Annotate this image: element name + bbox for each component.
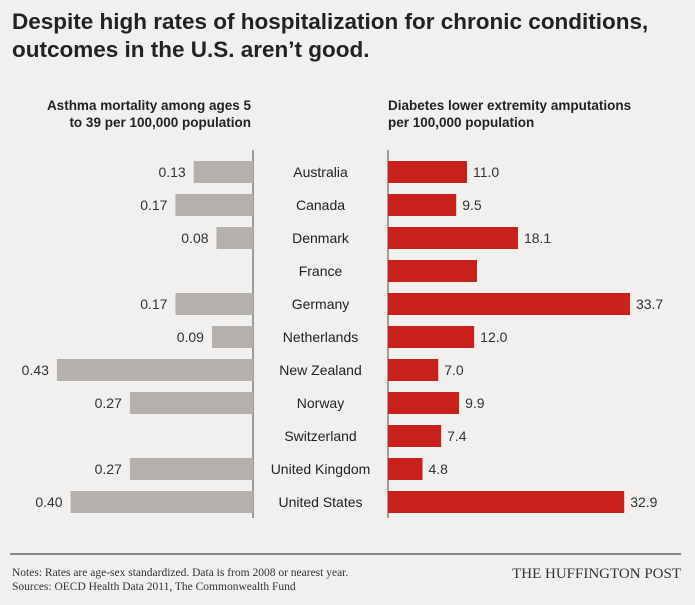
category-label: France xyxy=(299,263,343,279)
right-value-label: 9.5 xyxy=(462,197,482,213)
right-bar xyxy=(388,359,439,381)
right-value-label: 32.9 xyxy=(630,494,657,510)
right-bar xyxy=(388,293,630,315)
left-value-label: 0.40 xyxy=(35,494,62,510)
right-bar xyxy=(388,491,625,513)
right-value-label: 33.7 xyxy=(636,296,663,312)
left-value-label: 0.08 xyxy=(181,230,208,246)
right-bar xyxy=(388,194,457,216)
left-subtitle-line-1: Asthma mortality among ages 5 xyxy=(46,98,251,113)
category-label: Norway xyxy=(297,395,344,411)
right-value-label: 4.8 xyxy=(428,461,448,477)
left-value-label: 0.17 xyxy=(140,296,167,312)
left-bar xyxy=(175,194,253,216)
left-value-label: 0.13 xyxy=(158,164,185,180)
category-label: Denmark xyxy=(292,230,350,246)
title-line-1: Despite high rates of hospitalization fo… xyxy=(12,9,649,34)
right-value-label: 7.4 xyxy=(447,428,467,444)
left-bar xyxy=(211,326,253,348)
left-bar xyxy=(193,161,253,183)
right-value-label: 12.0 xyxy=(480,329,507,345)
right-value-label: 7.0 xyxy=(444,362,464,378)
left-bar xyxy=(216,227,253,249)
right-bar xyxy=(388,326,475,348)
left-subtitle-line-2: to 39 per 100,000 population xyxy=(69,115,251,130)
left-value-label: 0.43 xyxy=(22,362,49,378)
right-bar xyxy=(388,392,460,414)
right-bar xyxy=(388,227,518,249)
right-value-label: 11.0 xyxy=(473,164,499,180)
left-bar xyxy=(129,458,253,480)
left-chart-subtitle: Asthma mortality among ages 5 to 39 per … xyxy=(47,97,251,131)
left-bar xyxy=(56,359,253,381)
category-label: United Kingdom xyxy=(271,461,371,477)
footer-notes: Notes: Rates are age-sex standardized. D… xyxy=(12,566,348,594)
left-bar xyxy=(129,392,253,414)
right-bar xyxy=(388,458,423,480)
notes-text: Notes: Rates are age-sex standardized. D… xyxy=(12,567,349,579)
sources-text: Sources: OECD Health Data 2011, The Comm… xyxy=(12,581,296,593)
chart-title: Despite high rates of hospitalization fo… xyxy=(12,8,648,64)
category-label: Australia xyxy=(293,164,348,180)
brand-logo: THE HUFFINGTON POST xyxy=(512,566,681,582)
category-label: Switzerland xyxy=(284,428,356,444)
left-bar xyxy=(70,491,253,513)
right-bar xyxy=(388,161,467,183)
right-chart-subtitle: Diabetes lower extremity amputations per… xyxy=(388,97,631,131)
right-bar xyxy=(388,425,442,447)
right-subtitle-line-2: per 100,000 population xyxy=(388,115,535,130)
category-label: New Zealand xyxy=(279,362,362,378)
left-value-label: 0.17 xyxy=(140,197,167,213)
left-value-label: 0.27 xyxy=(95,461,122,477)
left-bar xyxy=(175,293,253,315)
category-label: United States xyxy=(278,494,362,510)
category-label: Canada xyxy=(296,197,345,213)
category-label: Germany xyxy=(292,296,350,312)
left-value-label: 0.27 xyxy=(95,395,122,411)
left-value-label: 0.09 xyxy=(177,329,204,345)
category-label: Netherlands xyxy=(283,329,359,345)
right-value-label: 9.9 xyxy=(465,395,485,411)
right-subtitle-line-1: Diabetes lower extremity amputations xyxy=(388,98,632,113)
right-value-label: 18.1 xyxy=(524,230,551,246)
footer-divider xyxy=(10,553,681,555)
title-line-2: outcomes in the U.S. aren’t good. xyxy=(12,37,370,62)
right-bar xyxy=(388,260,478,282)
